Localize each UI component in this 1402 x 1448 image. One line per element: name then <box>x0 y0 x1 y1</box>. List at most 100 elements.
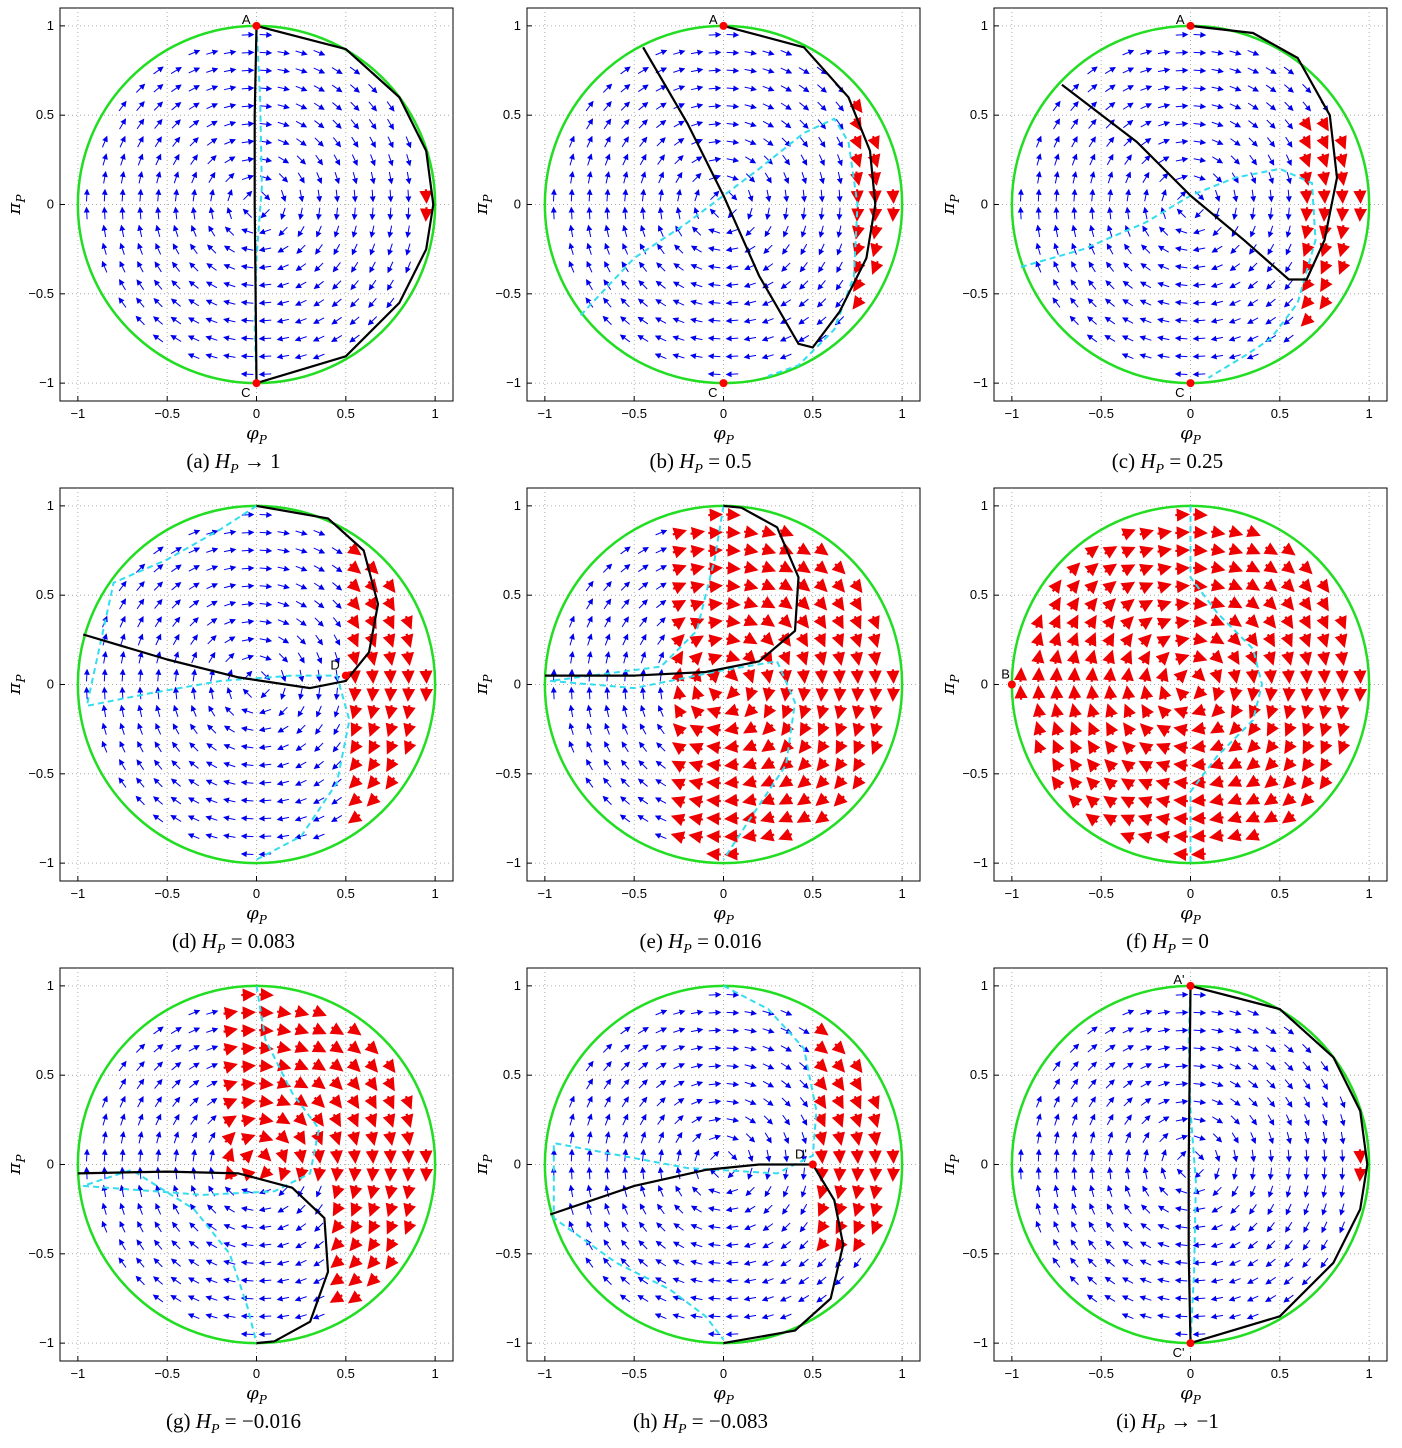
field-arrow-blue <box>297 172 305 184</box>
field-arrow-red <box>1175 580 1190 594</box>
field-arrow-blue <box>171 84 182 93</box>
field-arrow-blue <box>295 263 307 271</box>
field-arrow-blue <box>296 244 306 254</box>
phase-portrait-svg: −1 −0.5 0 0.5 1 −1 −0.5 0 0.5 1 φP πP <box>471 487 921 927</box>
field-arrow-red <box>401 669 415 685</box>
field-arrow-blue <box>1193 1009 1207 1016</box>
field-arrow-blue <box>386 297 395 309</box>
field-arrow-blue <box>137 206 144 220</box>
point-label: A <box>242 12 251 27</box>
field-arrow-blue <box>781 120 792 129</box>
y-tick-label: −0.5 <box>28 1246 54 1261</box>
field-arrow-red <box>832 669 846 684</box>
field-arrow-blue <box>351 154 358 167</box>
field-arrow-blue <box>1175 991 1189 998</box>
field-arrow-red <box>384 687 398 702</box>
field-arrow-blue <box>1174 371 1188 378</box>
field-arrow-blue <box>153 297 163 308</box>
field-arrow-red <box>708 526 724 540</box>
field-arrow-blue <box>780 299 792 307</box>
field-arrow-red <box>419 669 433 685</box>
subplot-caption: (g) HP = −0.016 <box>166 1409 301 1438</box>
field-arrow-blue <box>349 298 360 308</box>
field-arrow-red <box>1013 667 1028 682</box>
caption-label: (h) <box>633 1409 663 1433</box>
field-arrow-blue <box>188 299 200 307</box>
critical-point <box>1186 981 1195 990</box>
field-arrow-red <box>726 597 741 611</box>
field-arrow-blue <box>726 1009 740 1016</box>
field-arrow-blue <box>763 244 773 254</box>
critical-point <box>1186 379 1195 388</box>
field-arrow-blue <box>224 138 236 145</box>
field-arrow-red <box>724 757 739 771</box>
field-arrow-blue <box>586 279 593 291</box>
y-tick-label: −0.5 <box>28 766 54 781</box>
field-arrow-red <box>814 1149 828 1164</box>
field-arrow-blue <box>119 118 127 130</box>
field-arrow-red <box>1191 757 1206 771</box>
field-arrow-red <box>1050 684 1064 700</box>
field-arrow-blue <box>708 228 721 234</box>
field-arrow-blue <box>604 135 611 148</box>
field-arrow-red <box>383 1149 397 1165</box>
field-arrow-blue <box>369 207 376 221</box>
field-arrow-red <box>886 1149 900 1165</box>
field-arrow-blue <box>223 281 236 288</box>
field-arrow-blue <box>188 49 201 56</box>
field-arrow-blue <box>835 279 844 291</box>
y-tick-label: 0 <box>514 197 521 212</box>
field-arrow-blue <box>294 318 307 324</box>
field-arrow-blue <box>726 139 740 146</box>
field-arrow-blue <box>672 335 685 342</box>
subplot-caption: (f) HP = 0 <box>1126 929 1209 958</box>
field-arrow-blue <box>707 317 721 324</box>
field-arrow-blue <box>259 31 273 38</box>
x-tick-label: 0.5 <box>804 1366 822 1381</box>
field-arrow-blue <box>349 66 361 75</box>
y-tick-label: 0.5 <box>503 1067 521 1082</box>
y-tick-label: −1 <box>973 855 988 870</box>
field-arrow-red <box>708 598 723 612</box>
caption-label: (g) <box>166 1409 196 1433</box>
field-arrow-blue <box>171 119 181 129</box>
x-tick-label: −0.5 <box>1088 886 1114 901</box>
field-arrow-blue <box>226 206 233 220</box>
field-arrow-red <box>833 687 847 702</box>
field-arrow-blue <box>333 189 340 203</box>
y-axis-label: πP <box>4 674 28 696</box>
field-arrow-blue <box>258 1313 272 1320</box>
field-arrow-blue <box>333 225 340 238</box>
field-arrow-blue <box>690 317 703 324</box>
field-arrow-blue <box>1174 353 1188 360</box>
field-arrow-blue <box>604 242 610 255</box>
field-arrow-blue <box>707 1313 721 1320</box>
critical-point <box>1007 680 1016 689</box>
field-arrow-blue <box>351 136 359 148</box>
field-arrow-blue <box>295 120 308 128</box>
field-arrow-blue <box>170 298 181 307</box>
field-arrow-blue <box>654 353 667 360</box>
field-arrow-blue <box>258 281 272 288</box>
field-arrow-blue <box>707 353 721 360</box>
field-arrow-red <box>1103 667 1117 682</box>
field-arrow-blue <box>315 244 323 255</box>
field-arrow-blue <box>188 85 200 92</box>
field-arrow-blue <box>137 153 144 166</box>
field-arrow-blue <box>101 171 108 184</box>
field-arrow-blue <box>313 49 326 56</box>
caption-variable: H <box>679 449 695 473</box>
field-arrow-red <box>1014 684 1028 700</box>
field-arrow-blue <box>818 243 825 256</box>
field-arrow-blue <box>331 84 343 93</box>
field-arrow-blue <box>135 83 146 93</box>
field-arrow-blue <box>316 189 323 203</box>
field-arrow-blue <box>692 172 702 183</box>
field-arrow-red <box>259 1005 274 1019</box>
field-arrow-red <box>402 1167 416 1182</box>
x-tick-label: 0 <box>1187 1366 1194 1381</box>
field-arrow-blue <box>585 100 594 112</box>
field-arrow-blue <box>277 264 289 271</box>
field-arrow-blue <box>387 225 394 238</box>
y-tick-label: 0.5 <box>36 107 54 122</box>
